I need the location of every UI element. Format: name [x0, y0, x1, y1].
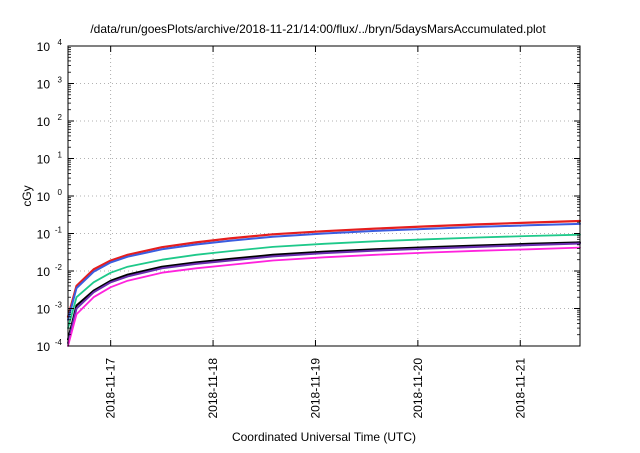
x-tick-label: 2018-11-20 [411, 358, 425, 419]
x-tick-label: 2018-11-17 [104, 358, 118, 419]
x-tick-label: 2018-11-21 [513, 358, 527, 419]
series-line [67, 233, 581, 330]
y-tick-label: 10 [37, 228, 51, 242]
x-tick-label: 2018-11-18 [206, 358, 220, 419]
chart-title: /data/run/goesPlots/archive/2018-11-21/1… [90, 22, 546, 36]
series-layer [66, 219, 582, 347]
y-tick-label: 10 [37, 115, 51, 129]
y-tick-label: 10 [37, 303, 51, 317]
series-line [67, 246, 581, 347]
y-axis-label: cGy [20, 185, 34, 206]
axis-ticks: 10 -4 10 -3 10 -2 10 -1 10 0 10 1 10 2 10 3 10 4 2018-11-1… [37, 38, 580, 419]
series-line [67, 222, 581, 321]
y-tick-exponent: -4 [55, 338, 63, 347]
y-tick-exponent: 1 [58, 151, 63, 160]
y-tick-exponent: 2 [58, 113, 63, 122]
y-tick-label: 10 [37, 340, 51, 354]
y-tick-label: 10 [37, 40, 51, 54]
series-line [67, 242, 581, 344]
x-axis-label: Coordinated Universal Time (UTC) [232, 430, 416, 444]
y-tick-exponent: -2 [55, 263, 63, 272]
x-tick-label: 2018-11-19 [308, 358, 322, 419]
y-tick-label: 10 [37, 78, 51, 92]
grid-lines [68, 46, 580, 346]
y-tick-label: 10 [37, 153, 51, 167]
y-tick-label: 10 [37, 265, 51, 279]
y-tick-exponent: -1 [55, 226, 63, 235]
series-line [67, 241, 581, 341]
y-tick-exponent: -3 [55, 301, 63, 310]
y-tick-exponent: 3 [58, 76, 63, 85]
y-tick-label: 10 [37, 190, 51, 204]
y-tick-exponent: 0 [58, 188, 63, 197]
series-line [66, 219, 582, 318]
y-tick-exponent: 4 [58, 38, 63, 47]
